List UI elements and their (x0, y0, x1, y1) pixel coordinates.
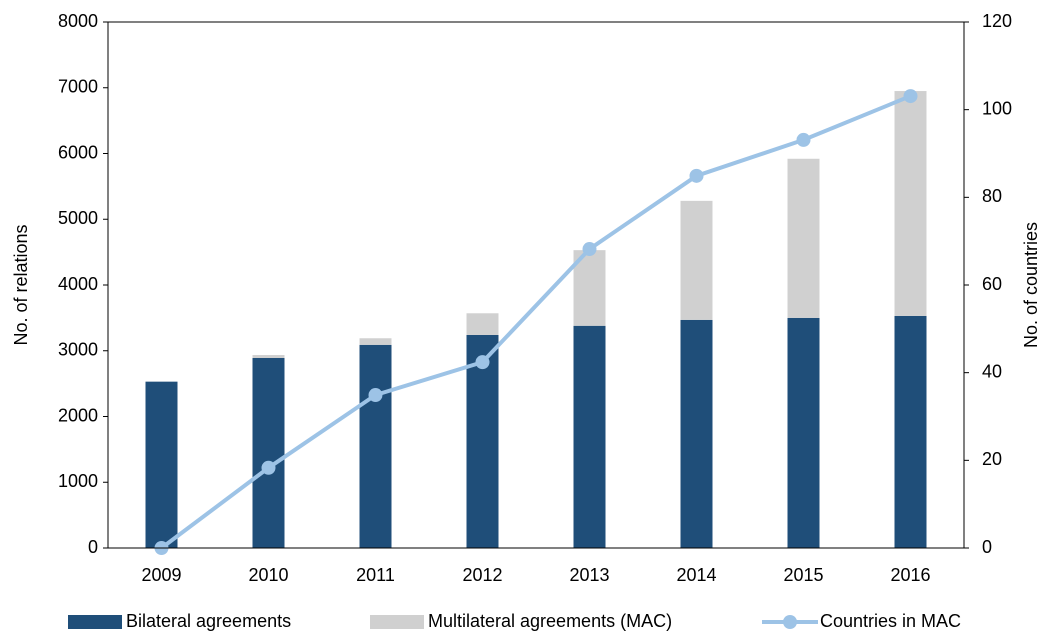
legend-swatch (68, 615, 122, 629)
y2-tick-label: 80 (982, 186, 1002, 206)
bar (466, 313, 499, 335)
y2-tick-label: 40 (982, 361, 1002, 381)
bar (466, 334, 499, 548)
marker (689, 168, 704, 183)
marker (261, 460, 276, 475)
line (160, 94, 912, 550)
y-tick-label: 5000 (58, 208, 98, 228)
y2-tick-label: 100 (982, 98, 1012, 118)
bar (680, 319, 713, 548)
bar (787, 158, 820, 318)
x-tick-label: 2009 (141, 565, 181, 585)
x-tick-label: 2016 (890, 565, 930, 585)
marker (796, 132, 811, 147)
bar (145, 381, 178, 548)
y2-tick-label: 20 (982, 449, 1002, 469)
bar (894, 91, 927, 316)
y2-axis-title: No. of countries (1021, 222, 1041, 348)
bar (680, 200, 713, 320)
marker (475, 355, 490, 370)
legend-label: Countries in MAC (820, 611, 961, 631)
y-tick-label: 8000 (58, 11, 98, 31)
marker (582, 242, 597, 257)
bar (252, 357, 285, 548)
y-tick-label: 0 (88, 537, 98, 557)
y2-tick-label: 0 (982, 537, 992, 557)
y-tick-label: 2000 (58, 405, 98, 425)
y2-tick-label: 60 (982, 274, 1002, 294)
x-tick-label: 2010 (248, 565, 288, 585)
x-tick-label: 2015 (783, 565, 823, 585)
legend-swatch (783, 615, 797, 629)
y-tick-label: 3000 (58, 340, 98, 360)
y-tick-label: 6000 (58, 142, 98, 162)
legend-swatch (370, 615, 424, 629)
legend-label: Bilateral agreements (126, 611, 291, 631)
y-tick-label: 7000 (58, 77, 98, 97)
marker (368, 388, 383, 403)
bar (252, 355, 285, 358)
y2-tick-label: 120 (982, 11, 1012, 31)
legend-label: Multilateral agreements (MAC) (428, 611, 672, 631)
bar (359, 338, 392, 345)
marker (903, 89, 918, 104)
y-tick-label: 4000 (58, 274, 98, 294)
bar (787, 317, 820, 548)
y-axis-title: No. of relations (11, 224, 31, 345)
bar (359, 344, 392, 548)
bar (894, 315, 927, 548)
y-tick-label: 1000 (58, 471, 98, 491)
bar (573, 325, 606, 548)
x-tick-label: 2012 (462, 565, 502, 585)
x-tick-label: 2013 (569, 565, 609, 585)
x-tick-label: 2011 (356, 565, 395, 585)
x-tick-label: 2014 (676, 565, 716, 585)
